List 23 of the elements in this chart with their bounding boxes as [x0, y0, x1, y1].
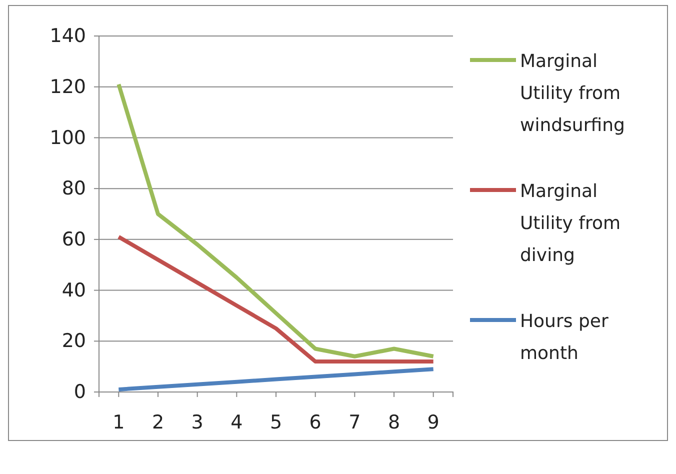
y-tick-label: 60 [62, 228, 86, 251]
y-tick-label: 140 [50, 25, 86, 48]
line-series [116, 234, 436, 364]
x-tick-label: 9 [427, 411, 440, 434]
line-series [116, 82, 436, 358]
x-tick-label: 8 [388, 411, 400, 434]
legend-label: Marginal Utility from windsurfing [520, 51, 625, 136]
x-tick-label: 3 [191, 411, 204, 434]
legend-label: Marginal Utility from diving [520, 181, 621, 266]
x-tick-label: 7 [348, 411, 361, 434]
x-tick-label: 6 [309, 411, 322, 434]
y-tick-label: 0 [74, 381, 86, 404]
x-tick-label: 5 [270, 411, 282, 434]
y-tick-label: 80 [62, 178, 86, 200]
y-tick-label: 20 [62, 330, 86, 352]
x-tick-label: 4 [230, 411, 243, 434]
x-tick-label: 2 [152, 411, 164, 434]
x-tick-label: 1 [112, 411, 125, 434]
y-tick-label: 100 [50, 126, 86, 149]
y-tick-label: 120 [50, 76, 86, 98]
line-series [116, 367, 436, 392]
y-tick-label: 40 [62, 279, 86, 302]
legend-label: Hours per month [520, 311, 609, 364]
